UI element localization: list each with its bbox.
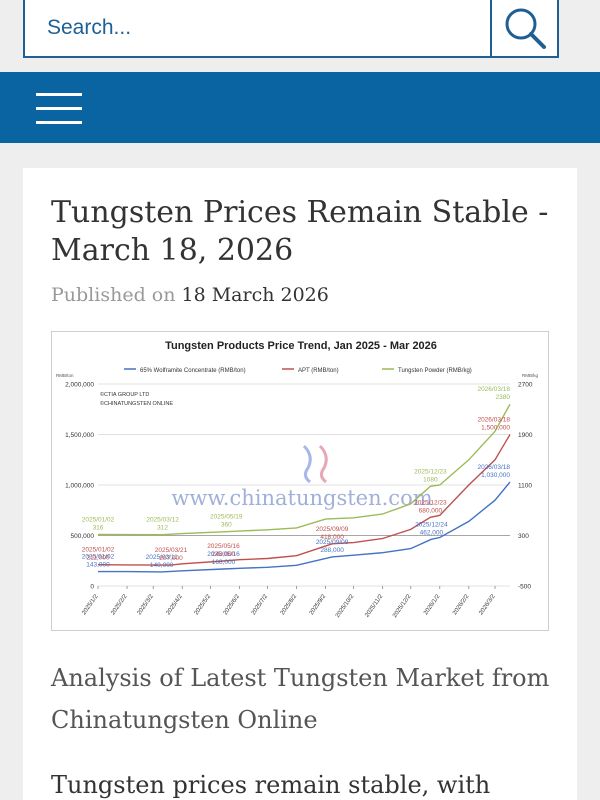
annotation-date: 2026/03/18: [477, 386, 510, 393]
annotation-date: 2025/09/09: [316, 526, 349, 533]
annotation-date: 2025/03/11: [146, 554, 178, 561]
annotation-value: 248,000: [212, 551, 236, 558]
annotation-date: 2025/05/19: [210, 514, 243, 521]
series-line-2: [97, 403, 511, 536]
watermark-logo-icon: [302, 444, 312, 484]
search-icon: [505, 8, 546, 49]
annotation-date: 2025/03/21: [155, 547, 188, 554]
annotation-value: 462,000: [420, 529, 444, 536]
chart-watermark: www.chinatungsten.com: [171, 486, 432, 510]
y-tick-left: 500,000: [71, 533, 95, 540]
y-tick-left: 2,000,000: [65, 382, 94, 389]
annotation-value: 168,000: [212, 559, 236, 566]
article-subheading: Analysis of Latest Tungsten Market from …: [51, 664, 550, 734]
search-bar: [23, 0, 559, 58]
menu-bar-line: [36, 121, 82, 124]
annotation-value: 360: [221, 522, 232, 529]
published-date: 18 March 2026: [181, 284, 329, 306]
price-trend-chart[interactable]: Tungsten Products Price Trend, Jan 2025 …: [51, 331, 549, 631]
search-input[interactable]: [25, 0, 490, 56]
article-body-text: Tungsten prices remain stable, with: [51, 771, 491, 799]
article-card: Tungsten Prices Remain Stable - March 18…: [23, 168, 577, 800]
x-tick-label: 2025/1/2: [81, 593, 100, 616]
annotation-date: 2025/05/16: [207, 543, 240, 550]
annotation-value: 312: [157, 525, 168, 532]
x-tick-label: 2025/11/2: [364, 593, 384, 618]
annotation-date: 2025/01/02: [82, 547, 115, 554]
x-tick-label: 2025/7/2: [251, 593, 270, 616]
x-tick-label: 2025/5/2: [194, 593, 213, 616]
legend-entry: APT (RMB/ton): [298, 368, 339, 374]
chart-svg: Tungsten Products Price Trend, Jan 2025 …: [56, 340, 539, 619]
annotation-value: 140,000: [150, 562, 174, 569]
search-button[interactable]: [490, 0, 557, 56]
legend-entry: Tungsten Powder (RMB/kg): [398, 368, 472, 374]
annotation-value: 211,000: [86, 555, 109, 562]
x-tick-label: 2025/12/2: [392, 593, 413, 619]
annotation-value: 1,500,000: [481, 425, 510, 432]
menu-bar-line: [36, 93, 82, 96]
y-tick-right: 2700: [518, 382, 533, 389]
x-tick-label: 2025/9/2: [309, 593, 328, 616]
annotation-value: 143,000: [86, 562, 110, 569]
annotation-date: 2025/12/24: [415, 521, 448, 528]
x-tick-label: 2025/10/2: [335, 593, 356, 619]
x-tick-label: 2025/4/2: [166, 593, 185, 616]
y-tick-left: 1,500,000: [65, 432, 94, 439]
watermark-logo-icon: [318, 444, 328, 484]
x-tick-label: 2025/3/2: [137, 593, 156, 616]
y-axis-right-label: RMB/kg: [522, 373, 539, 378]
y-tick-right: 300: [518, 533, 529, 540]
annotation-date: 2025/01/02: [82, 516, 115, 523]
annotation-date: 2025/12/23: [414, 499, 447, 506]
annotation-value: 680,000: [419, 507, 443, 514]
chart-credit: ©CTIA GROUP LTD: [100, 391, 149, 398]
annotation-date: 2025/09/09: [316, 539, 349, 546]
y-tick-left: 0: [90, 584, 94, 591]
legend-entry: 65% Wolframite Concentrate (RMB/ton): [140, 368, 246, 374]
x-tick-label: 2026/1/2: [423, 593, 442, 616]
annotation-date: 2025/01/02: [82, 554, 115, 561]
main-navbar: [0, 72, 600, 143]
series-line-0: [98, 481, 511, 573]
article-title: Tungsten Prices Remain Stable - March 18…: [51, 195, 549, 268]
annotation-value: 207,000: [159, 555, 183, 562]
y-tick-left: 1,000,000: [65, 483, 94, 490]
hamburger-menu-icon[interactable]: [36, 93, 82, 125]
published-line: Published on 18 March 2026: [51, 284, 329, 306]
annotation-date: 2025/03/12: [146, 517, 179, 524]
chart-credit: ©CHINATUNGSTEN ONLINE: [100, 400, 173, 407]
chart-title: Tungsten Products Price Trend, Jan 2025 …: [165, 340, 437, 352]
y-tick-right: -500: [518, 584, 531, 591]
annotation-date: 2025/12/23: [414, 468, 447, 475]
x-tick-label: 2026/3/2: [478, 593, 497, 616]
y-axis-left-label: RMB/ton: [56, 373, 74, 378]
annotation-value: 316: [93, 524, 104, 531]
x-tick-label: 2025/6/2: [223, 593, 242, 616]
x-tick-label: 2025/2/2: [110, 593, 129, 616]
series-line-1: [97, 434, 511, 566]
annotation-date: 2026/03/18: [477, 417, 510, 424]
annotation-value: 418,000: [320, 534, 344, 541]
annotation-value: 1080: [423, 476, 438, 483]
annotation-value: 288,000: [320, 547, 344, 554]
published-label: Published on: [51, 284, 176, 306]
annotation-date: 2025/05/16: [207, 551, 240, 558]
y-tick-right: 1900: [518, 432, 533, 439]
x-tick-label: 2026/2/2: [452, 593, 471, 616]
annotation-value: 1,030,000: [481, 472, 510, 479]
annotation-date: 2026/03/18: [477, 464, 510, 471]
y-tick-right: 1100: [518, 483, 532, 490]
annotation-value: 2380: [496, 394, 511, 401]
x-tick-label: 2025/8/2: [280, 593, 299, 616]
menu-bar-line: [36, 107, 82, 110]
